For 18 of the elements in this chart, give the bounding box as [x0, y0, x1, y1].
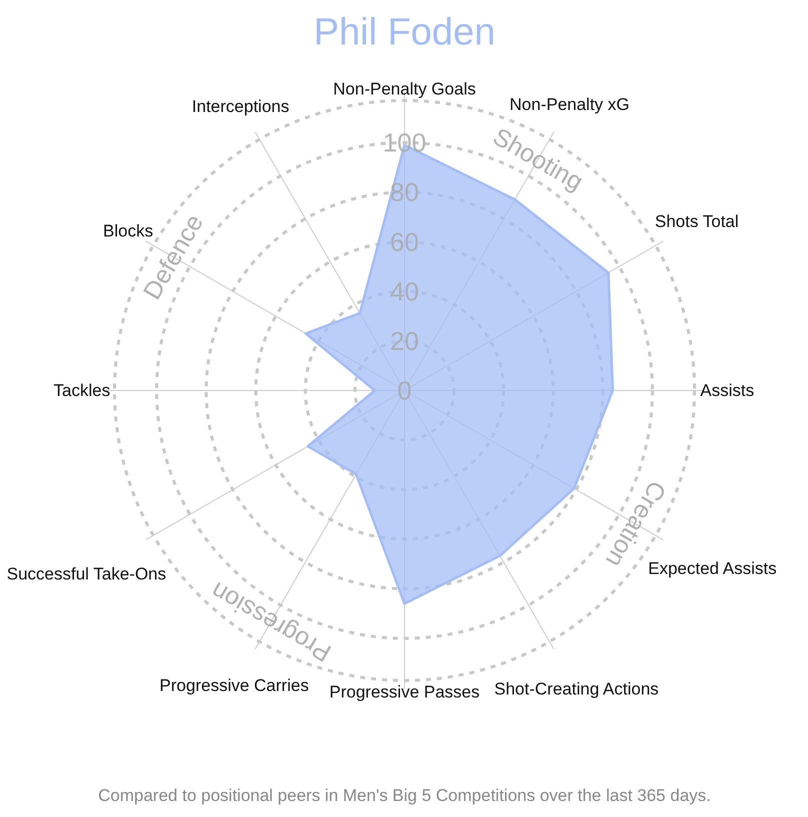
- y-tick-label: 0: [397, 376, 412, 406]
- spoke-label: Interceptions: [192, 97, 290, 116]
- spoke-label: Assists: [700, 381, 754, 400]
- spoke-label: Non-Penalty Goals: [333, 80, 476, 99]
- spoke-label: Shot-Creating Actions: [494, 680, 659, 699]
- y-tick-label: 40: [390, 276, 419, 306]
- chart-title: Phil Foden: [314, 12, 496, 54]
- y-tick-label: 80: [390, 177, 419, 208]
- y-tick-label: 60: [390, 226, 419, 257]
- y-tick-label: 100: [382, 128, 426, 158]
- spoke-label: Shots Total: [654, 212, 739, 232]
- spoke-label: Progressive Carries: [160, 676, 309, 695]
- spoke-label: Progressive Passes: [329, 682, 480, 702]
- spoke-label: Tackles: [54, 381, 110, 400]
- spoke-label: Non-Penalty xG: [510, 95, 630, 114]
- y-tick-label: 20: [390, 326, 419, 356]
- spoke-label: Successful Take-Ons: [6, 564, 166, 584]
- text: Compared to positional peers in Men's Big 5 Competitions over the last 365 days.: [98, 786, 711, 805]
